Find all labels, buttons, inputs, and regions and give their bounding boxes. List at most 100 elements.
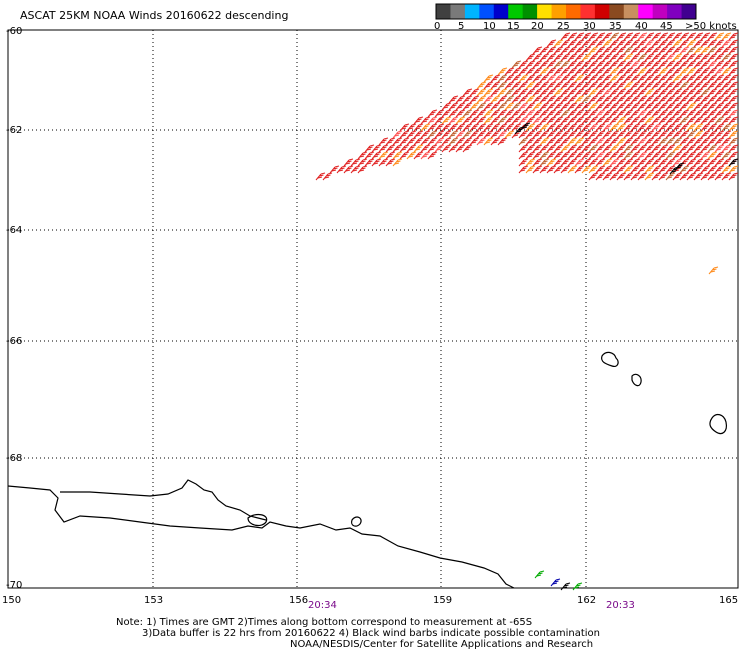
wind-barb — [721, 172, 732, 181]
wind-barb — [714, 165, 725, 174]
wind-barb — [700, 60, 711, 69]
wind-barb — [413, 123, 424, 132]
wind-barb — [651, 60, 662, 69]
wind-barb — [707, 39, 718, 48]
wind-barb — [427, 109, 438, 118]
wind-barb — [420, 116, 431, 125]
wind-barb — [532, 53, 543, 62]
wind-barb — [644, 151, 655, 160]
wind-barb — [658, 60, 669, 69]
wind-barb — [455, 130, 466, 139]
wind-barb — [623, 81, 634, 90]
wind-barb — [602, 88, 613, 97]
wind-barb — [721, 32, 732, 41]
colorbar-swatch — [493, 4, 509, 19]
wind-barb — [504, 81, 515, 90]
wind-barb — [637, 60, 648, 69]
wind-barb — [700, 74, 711, 83]
wind-barb — [644, 116, 655, 125]
wind-barb — [609, 130, 620, 139]
wind-barb — [658, 109, 669, 118]
wind-barb — [658, 165, 669, 174]
wind-barb — [539, 137, 550, 146]
wind-barb — [693, 109, 704, 118]
wind-barb — [525, 151, 536, 160]
wind-barb — [546, 123, 557, 132]
wind-barb — [714, 60, 725, 69]
wind-barb — [462, 144, 473, 153]
wind-barb — [392, 151, 403, 160]
wind-barb — [448, 116, 459, 125]
wind-barb — [630, 151, 641, 160]
wind-barb — [588, 158, 599, 167]
wind-barb — [574, 74, 585, 83]
wind-barb — [378, 137, 389, 146]
wind-barb — [644, 81, 655, 90]
wind-barb — [532, 67, 543, 76]
wind-barb — [693, 60, 704, 69]
wind-barb — [595, 102, 606, 111]
wind-barb — [518, 88, 529, 97]
wind-barb — [525, 109, 536, 118]
wind-barb — [630, 109, 641, 118]
wind-barb — [581, 151, 592, 160]
wind-barb — [707, 165, 718, 174]
wind-barb — [490, 137, 501, 146]
wind-barb — [644, 39, 655, 48]
wind-barb — [371, 144, 382, 153]
wind-barb — [560, 123, 571, 132]
wind-barb — [546, 137, 557, 146]
wind-barb — [441, 102, 452, 111]
wind-barb — [455, 95, 466, 104]
wind-barb — [707, 144, 718, 153]
wind-barb — [483, 116, 494, 125]
wind-barb — [434, 137, 445, 146]
wind-barb — [427, 144, 438, 153]
wind-barb — [574, 88, 585, 97]
wind-barb — [588, 74, 599, 83]
wind-barb — [637, 88, 648, 97]
wind-barb — [364, 151, 375, 160]
wind-barb — [385, 151, 396, 160]
colorbar-swatch — [537, 4, 553, 19]
wind-barb — [693, 144, 704, 153]
wind-barb — [504, 74, 515, 83]
wind-barb — [714, 39, 725, 48]
wind-barb — [637, 165, 648, 174]
wind-barb — [721, 109, 732, 118]
wind-barb — [427, 137, 438, 146]
wind-barb — [630, 144, 641, 153]
wind-barb — [532, 60, 543, 69]
wind-barb — [623, 172, 634, 181]
wind-barb — [672, 32, 683, 41]
wind-barb — [721, 53, 732, 62]
wind-barb — [357, 165, 368, 174]
wind-barb — [455, 102, 466, 111]
wind-barb — [707, 172, 718, 181]
wind-barb — [728, 165, 739, 174]
wind-barb — [672, 130, 683, 139]
wind-barb — [665, 137, 676, 146]
wind-barb — [721, 102, 732, 111]
wind-barb — [651, 95, 662, 104]
note-line-1: Note: 1) Times are GMT 2)Times along bot… — [116, 617, 533, 628]
wind-barb — [609, 102, 620, 111]
wind-barb — [546, 151, 557, 160]
wind-barb — [707, 81, 718, 90]
wind-barb — [630, 46, 641, 55]
wind-barb — [546, 102, 557, 111]
wind-barb — [707, 130, 718, 139]
note-line-2: 3)Data buffer is 22 hrs from 20160622 4)… — [142, 628, 600, 639]
wind-barb — [679, 109, 690, 118]
wind-barb — [616, 88, 627, 97]
wind-barb — [679, 81, 690, 90]
wind-barb — [651, 67, 662, 76]
wind-barb — [525, 165, 536, 174]
colorbar-swatch — [638, 4, 654, 19]
wind-barb — [399, 130, 410, 139]
wind-barb — [462, 95, 473, 104]
wind-barb — [448, 123, 459, 132]
wind-barb — [679, 144, 690, 153]
wind-barb — [616, 39, 627, 48]
